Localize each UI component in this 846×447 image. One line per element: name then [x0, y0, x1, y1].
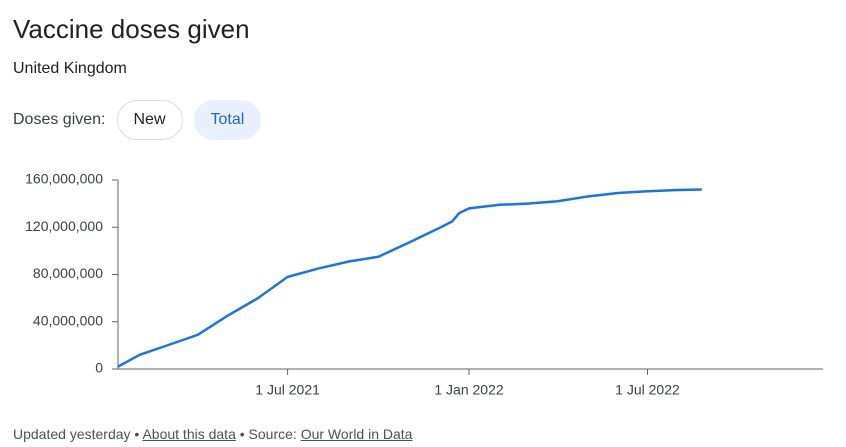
source-label: Source:: [248, 426, 297, 442]
about-link[interactable]: About this data: [142, 426, 236, 442]
y-tick-label: 0: [95, 360, 103, 376]
chart: 0 40,000,000 80,000,000 120,000,000 160,000,…: [25, 171, 823, 398]
footer: Updated yesterday • About this data • So…: [13, 426, 413, 442]
toggle-label: Doses given:: [13, 111, 106, 128]
title: Vaccine doses given: [13, 14, 250, 44]
y-tick-label: 40,000,000: [33, 312, 103, 328]
y-tick-label: 80,000,000: [33, 265, 103, 281]
toggle: Doses given: New Total: [13, 100, 262, 140]
subtitle: United Kingdom: [13, 60, 127, 77]
x-tick-label: 1 Jul 2022: [615, 382, 680, 398]
x-tick-label: 1 Jan 2022: [434, 382, 503, 398]
y-tick-label: 160,000,000: [25, 171, 103, 187]
y-tick-label: 120,000,000: [25, 218, 103, 234]
source-link[interactable]: Our World in Data: [300, 426, 413, 442]
toggle-button[interactable]: Total: [193, 100, 262, 140]
x-tick-label: 1 Jul 2021: [255, 382, 320, 398]
updated: Updated yesterday: [13, 426, 131, 442]
line: [117, 188, 702, 368]
toggle-button[interactable]: New: [116, 100, 183, 140]
